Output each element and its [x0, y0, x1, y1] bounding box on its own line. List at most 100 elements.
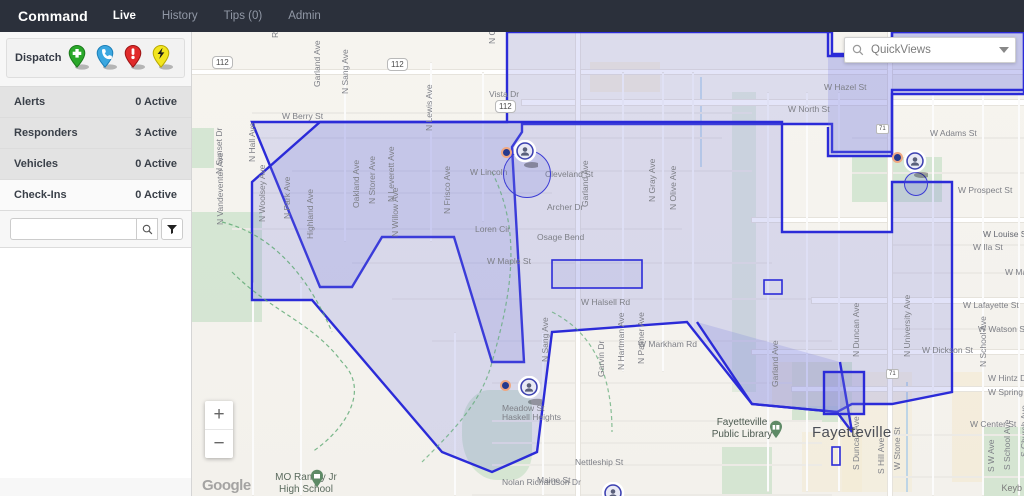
library-poi-icon — [770, 420, 782, 438]
road — [982, 92, 984, 496]
road — [852, 172, 1024, 174]
road — [892, 328, 1024, 330]
nav-link-live[interactable]: Live — [112, 10, 136, 22]
chevron-down-icon[interactable] — [993, 46, 1015, 54]
road — [232, 228, 682, 230]
map-zoom-controls: + − — [205, 401, 233, 458]
medical-pin-icon[interactable] — [67, 44, 91, 72]
park-polygon — [722, 447, 772, 496]
nav-link-admin[interactable]: Admin — [288, 10, 321, 22]
school-poi-icon — [311, 469, 323, 487]
park-polygon — [982, 427, 1024, 496]
search-icon[interactable] — [136, 218, 158, 240]
zoom-out-button[interactable]: − — [213, 433, 225, 454]
sidebar-results-empty — [0, 248, 191, 478]
nav-links: Live History Tips (0) Admin — [100, 0, 334, 32]
road — [430, 62, 432, 242]
dispatch-label: Dispatch — [15, 52, 62, 64]
road — [852, 137, 1024, 139]
highway-shield: 112 — [495, 100, 516, 113]
phone-pin-icon[interactable] — [95, 44, 119, 72]
dispatch-card: Dispatch — [6, 38, 185, 78]
highway-shield: 112 — [387, 58, 408, 71]
responder-dot-icon[interactable] — [501, 147, 512, 158]
road — [252, 137, 722, 139]
sidebar-search-row — [0, 211, 191, 248]
road — [522, 100, 1024, 105]
list-item-responders[interactable]: Responders 3 Active — [0, 118, 191, 149]
road — [892, 476, 1024, 478]
road — [888, 32, 892, 496]
road — [892, 434, 1024, 436]
responders-label: Responders — [14, 127, 78, 139]
quickviews-search-icon — [845, 44, 871, 56]
park-polygon — [192, 128, 214, 168]
zoom-in-button[interactable]: + — [213, 404, 225, 425]
search-input[interactable] — [10, 218, 136, 240]
google-attribution: Google — [202, 477, 251, 494]
road — [542, 332, 544, 496]
app-brand: Command — [18, 8, 88, 24]
alerts-count: 0 Active — [135, 96, 177, 108]
road — [792, 387, 1024, 391]
responder-pin-icon[interactable] — [904, 150, 928, 180]
road — [252, 282, 254, 496]
road — [838, 92, 840, 492]
park-polygon — [732, 92, 756, 392]
highway-shield: 71 — [876, 124, 889, 134]
responder-pin-icon[interactable] — [514, 140, 538, 170]
responder-pin-icon[interactable] — [602, 482, 626, 496]
status-list: Alerts 0 Active Responders 3 Active Vehi… — [0, 86, 191, 211]
road — [344, 62, 346, 242]
vehicles-count: 0 Active — [135, 158, 177, 170]
highway-shield: 112 — [212, 56, 233, 69]
road — [300, 282, 302, 496]
road — [892, 244, 1024, 246]
responders-count: 3 Active — [135, 127, 177, 139]
filter-icon[interactable] — [161, 218, 183, 240]
checkins-label: Check-Ins — [14, 189, 67, 201]
road — [352, 262, 772, 264]
stream — [700, 77, 702, 167]
checkins-count: 0 Active — [135, 189, 177, 201]
zoom-divider — [205, 429, 233, 430]
responder-pin-icon[interactable] — [518, 376, 542, 406]
list-item-checkins[interactable]: Check-Ins 0 Active — [0, 180, 191, 211]
alert-pin-icon[interactable] — [123, 44, 147, 72]
highway-shield: 71 — [886, 369, 899, 379]
road — [1018, 92, 1020, 496]
vehicles-label: Vehicles — [14, 158, 59, 170]
quickviews-label: QuickViews — [871, 44, 931, 56]
list-item-vehicles[interactable]: Vehicles 0 Active — [0, 149, 191, 180]
nav-link-history[interactable]: History — [161, 10, 198, 22]
road — [662, 72, 664, 372]
left-sidebar: Dispatch — [0, 32, 192, 496]
road — [932, 92, 934, 496]
road — [622, 72, 624, 372]
dispatch-pin-row — [67, 44, 175, 72]
road — [812, 298, 1024, 303]
quickviews-dropdown[interactable]: QuickViews — [844, 37, 1016, 63]
keyboard-shortcuts-hint: Keyb — [1001, 483, 1022, 493]
road — [806, 92, 808, 492]
road — [192, 70, 1024, 74]
commercial-polygon — [590, 62, 660, 92]
road — [454, 332, 456, 496]
road — [576, 32, 580, 496]
list-item-alerts[interactable]: Alerts 0 Active — [0, 87, 191, 118]
road — [432, 340, 832, 342]
nav-link-tips[interactable]: Tips (0) — [223, 10, 263, 22]
road — [692, 72, 694, 332]
responder-dot-icon[interactable] — [892, 152, 903, 163]
road — [392, 298, 812, 300]
alerts-label: Alerts — [14, 96, 46, 108]
park-polygon — [852, 157, 942, 202]
road — [892, 272, 1024, 274]
lightning-pin-icon[interactable] — [151, 44, 175, 72]
road — [252, 192, 552, 194]
responder-dot-icon[interactable] — [500, 380, 511, 391]
top-navbar: Command Live History Tips (0) Admin — [0, 0, 1024, 32]
accuracy-circle — [904, 172, 928, 196]
